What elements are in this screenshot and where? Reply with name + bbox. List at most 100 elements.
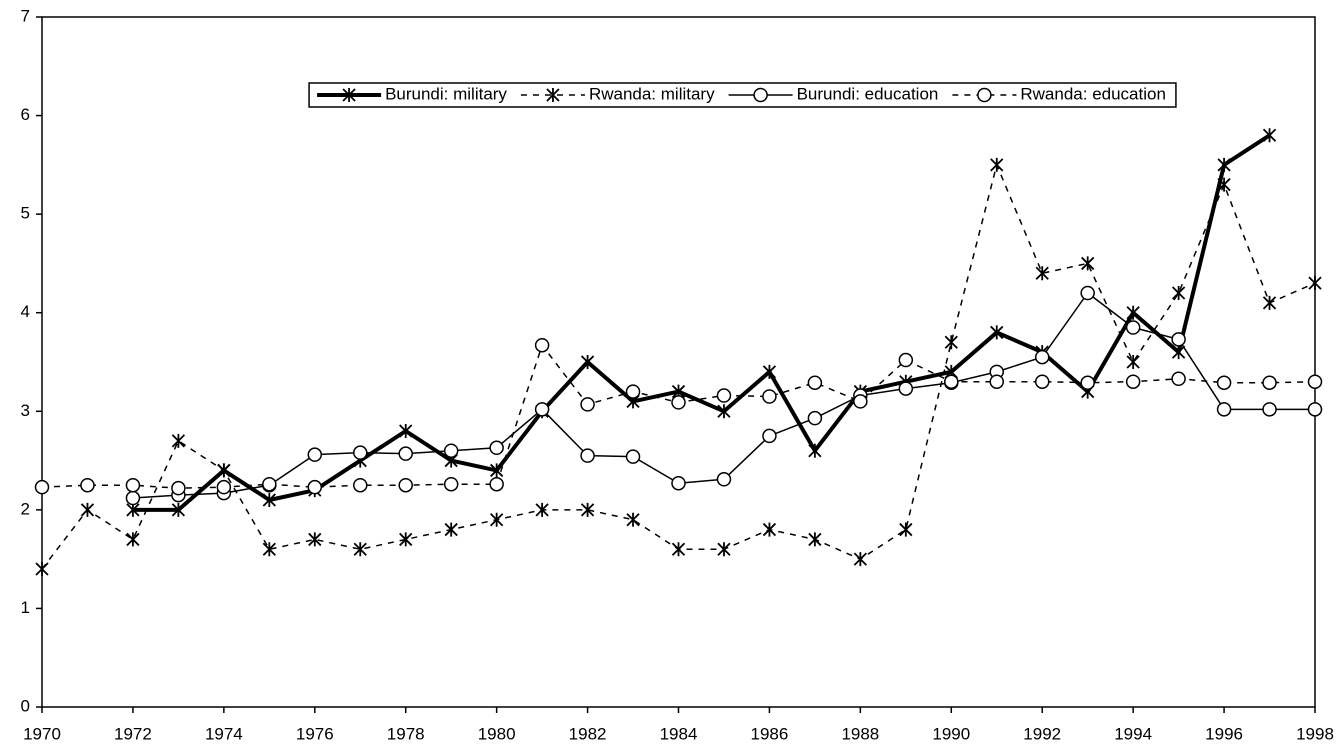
marker	[353, 542, 367, 557]
marker	[944, 335, 958, 350]
y-tick-label: 5	[21, 204, 30, 223]
marker	[808, 532, 822, 547]
marker	[399, 424, 413, 438]
marker	[762, 364, 777, 379]
marker	[353, 477, 368, 493]
marker	[762, 389, 777, 404]
y-tick-label: 4	[21, 302, 30, 321]
marker	[1080, 285, 1095, 301]
marker	[171, 433, 186, 448]
marker	[399, 532, 413, 547]
marker	[990, 157, 1004, 172]
x-tick-label: 1994	[1114, 724, 1152, 743]
marker	[307, 447, 323, 462]
legend-label: Burundi: military	[385, 84, 507, 103]
y-tick-label: 7	[21, 6, 30, 25]
marker	[534, 337, 550, 353]
x-tick-label: 1990	[932, 724, 970, 743]
marker	[1080, 375, 1095, 390]
marker	[35, 562, 49, 576]
marker	[34, 479, 50, 495]
marker	[398, 477, 413, 493]
marker	[490, 463, 504, 478]
marker	[1126, 305, 1140, 320]
marker	[1307, 374, 1323, 389]
x-tick-label: 1988	[841, 724, 879, 743]
legend-item: Rwanda: military	[520, 84, 715, 103]
x-tick-label: 1982	[569, 724, 607, 743]
x-tick-label: 1992	[1023, 724, 1061, 743]
marker	[853, 552, 867, 567]
x-tick-label: 1978	[387, 724, 425, 743]
marker	[171, 480, 186, 496]
series-line	[132, 133, 1271, 512]
plot-frame	[41, 16, 1316, 708]
marker	[80, 502, 95, 517]
marker	[1216, 402, 1232, 417]
marker	[1217, 177, 1231, 192]
marker	[443, 443, 459, 458]
marker	[671, 395, 686, 410]
x-tick-label: 1972	[114, 724, 152, 743]
series	[126, 128, 1277, 517]
marker	[1262, 128, 1277, 143]
y-tick-label: 0	[21, 696, 30, 715]
marker	[762, 522, 777, 537]
marker	[1035, 266, 1049, 281]
marker	[216, 479, 232, 495]
series	[34, 337, 1323, 496]
marker	[626, 512, 640, 527]
marker	[262, 542, 276, 557]
series-line	[41, 344, 1316, 489]
marker	[1216, 375, 1232, 390]
marker	[398, 446, 413, 461]
y-tick-label: 1	[21, 598, 30, 617]
marker	[489, 476, 504, 492]
marker	[80, 477, 95, 493]
marker	[1262, 295, 1277, 310]
y-tick-label: 3	[21, 401, 30, 420]
marker	[898, 381, 914, 396]
marker	[753, 87, 768, 103]
marker	[1308, 276, 1322, 291]
marker	[125, 477, 141, 493]
marker	[1034, 349, 1050, 365]
marker	[1171, 286, 1186, 300]
legend-item: Burundi: military	[317, 84, 507, 103]
marker	[990, 325, 1004, 340]
marker	[125, 490, 141, 506]
marker	[671, 542, 686, 557]
marker	[853, 394, 868, 409]
series-line	[41, 164, 1316, 570]
series	[35, 157, 1322, 576]
marker	[262, 476, 277, 492]
legend: Burundi: military Rwanda: military Burundi…	[308, 82, 1177, 108]
marker	[1307, 402, 1323, 417]
marker	[353, 445, 368, 460]
marker	[489, 440, 504, 456]
x-tick-label: 1984	[660, 724, 698, 743]
legend-item: Rwanda: education	[952, 84, 1166, 103]
marker	[899, 522, 913, 537]
marker	[342, 88, 356, 102]
marker	[717, 404, 731, 419]
marker	[490, 512, 504, 527]
marker	[1125, 374, 1141, 389]
marker	[126, 532, 140, 547]
marker	[989, 374, 1004, 389]
marker	[898, 352, 914, 368]
legend-item: Burundi: education	[728, 84, 939, 103]
x-tick-label: 1998	[1296, 724, 1334, 743]
legend-label: Rwanda: military	[589, 84, 715, 103]
marker	[717, 542, 731, 557]
marker	[534, 402, 550, 417]
marker	[443, 476, 459, 492]
x-tick-label: 1976	[296, 724, 334, 743]
marker	[808, 443, 822, 458]
marker	[444, 522, 458, 537]
marker	[262, 493, 276, 507]
y-tick-label: 6	[21, 105, 30, 124]
marker	[1171, 371, 1186, 387]
legend-label: Burundi: education	[797, 84, 939, 103]
